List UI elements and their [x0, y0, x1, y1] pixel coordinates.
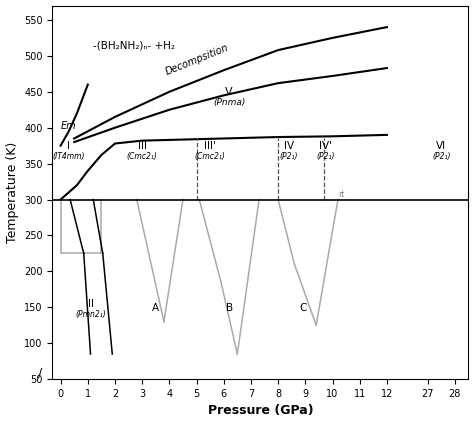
Text: (P2₁): (P2₁) [432, 151, 450, 161]
Text: (Pnma): (Pnma) [213, 98, 246, 107]
Text: II: II [88, 299, 93, 309]
Text: III': III' [204, 141, 216, 151]
Text: (Cmc2₁): (Cmc2₁) [127, 151, 158, 161]
Text: I: I [67, 141, 70, 151]
Text: (P2₁): (P2₁) [280, 151, 298, 161]
Text: A: A [152, 303, 159, 313]
Text: V: V [225, 88, 233, 97]
Text: B: B [226, 303, 233, 313]
Text: VI: VI [436, 141, 447, 151]
Text: C: C [299, 303, 306, 313]
Text: Decompsition: Decompsition [164, 43, 229, 77]
Text: rt: rt [338, 190, 344, 199]
Text: III: III [137, 141, 146, 151]
Text: (P2₁): (P2₁) [317, 151, 335, 161]
Text: (IТ4mm): (IТ4mm) [53, 151, 85, 161]
Text: (Pmn2₁): (Pmn2₁) [75, 310, 106, 319]
Text: IV: IV [284, 141, 294, 151]
Text: /: / [38, 366, 42, 379]
Text: -(BH₂NH₂)ₙ- +H₂: -(BH₂NH₂)ₙ- +H₂ [93, 41, 175, 51]
Text: (Cmc2₁): (Cmc2₁) [195, 151, 226, 161]
Text: Em: Em [61, 121, 77, 131]
Y-axis label: Temperature (K): Temperature (K) [6, 142, 18, 243]
X-axis label: Pressure (GPa): Pressure (GPa) [208, 404, 313, 418]
Text: IV': IV' [319, 141, 332, 151]
